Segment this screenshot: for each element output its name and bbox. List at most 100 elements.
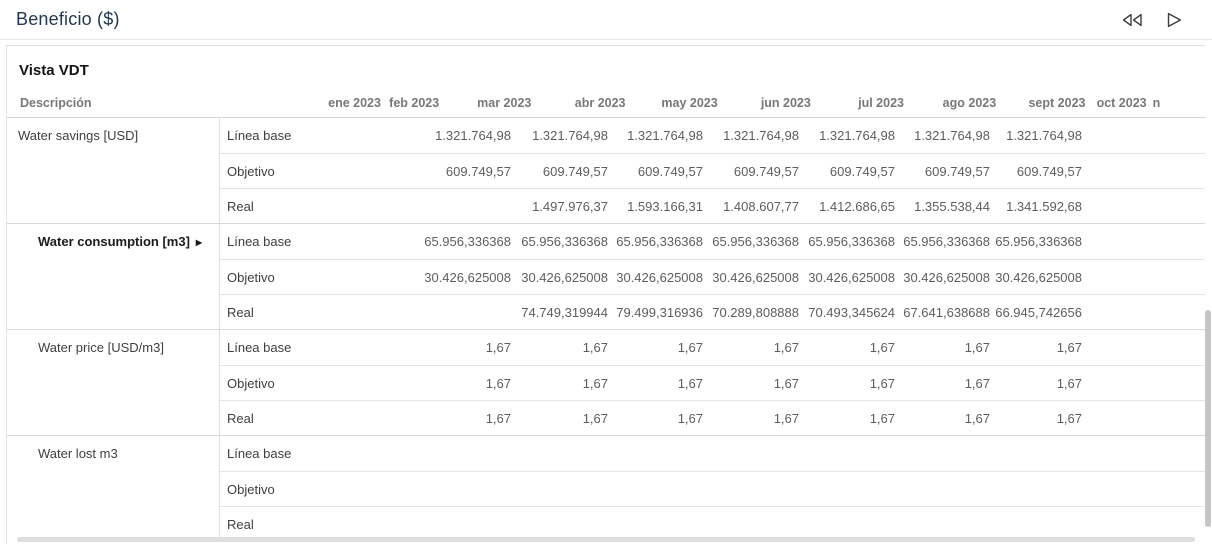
- value-cell: 1.341.592,68: [1006, 198, 1082, 214]
- fast-rewind-icon: [1121, 10, 1144, 30]
- value-cell: 30.426,625008: [521, 269, 608, 285]
- value-cell: 1.321.764,98: [914, 128, 990, 143]
- vertical-scrollbar-thumb[interactable]: [1205, 310, 1211, 527]
- table-subrow: Real 1.497.976,37 1.593.166,31 1.408.607,77…: [220, 188, 1205, 223]
- value-cell: 1,67: [677, 410, 703, 426]
- value-cell: 1.355.538,44: [914, 198, 990, 214]
- row-description-label: Water consumption [m3]: [38, 234, 190, 249]
- value-cell: 65.956,336368: [712, 234, 799, 249]
- value-cell: 65.956,336368: [521, 234, 608, 249]
- value-cell: 1,67: [964, 410, 990, 426]
- table-body: Water savings [USD] Línea base 1.321.764,9…: [7, 118, 1205, 541]
- value-cell: 609.749,57: [445, 163, 511, 179]
- metric-label: Objetivo: [227, 375, 275, 391]
- table-subrow: Línea base 65.956,336368 65.956,336368 65.9…: [220, 224, 1205, 259]
- value-cell: 65.956,336368: [424, 234, 511, 249]
- row-description[interactable]: Water consumption [m3] ▶: [7, 224, 219, 329]
- table-subrow: Objetivo 30.426,625008 30.426,625008 30.426…: [220, 259, 1205, 294]
- value-cell: 609.749,57: [637, 163, 703, 179]
- value-cell: 1,67: [964, 375, 990, 391]
- value-cell: 1,67: [869, 340, 895, 355]
- row-description-label: Water lost m3: [38, 446, 118, 461]
- value-cell: 1,67: [582, 340, 608, 355]
- horizontal-scrollbar[interactable]: [17, 537, 1195, 542]
- play-icon: [1164, 10, 1184, 30]
- value-cell: 1,67: [485, 375, 511, 391]
- metric-label: Objetivo: [227, 269, 275, 285]
- column-header: jul 2023: [858, 96, 904, 110]
- group-rows: Línea base 1.321.764,98 1.321.764,98 1.321.…: [219, 118, 1205, 223]
- table-subrow: Real: [220, 506, 1205, 541]
- column-header: abr 2023: [574, 96, 626, 110]
- metric-label: Línea base: [227, 340, 292, 355]
- fast-rewind-button[interactable]: [1119, 8, 1146, 32]
- column-header: mar 2023: [477, 96, 532, 110]
- table-subrow: Línea base: [220, 436, 1205, 471]
- table-subrow: Real 74.749,319944 79.499,316936 70.289,808…: [220, 294, 1205, 329]
- value-cell: 30.426,625008: [616, 269, 703, 285]
- metric-label: Objetivo: [227, 481, 275, 497]
- value-cell: 1.321.764,98: [723, 128, 799, 143]
- row-description: Water price [USD/m3]: [7, 330, 219, 435]
- value-cell: 1,67: [1056, 340, 1082, 355]
- metric-label: Línea base: [227, 234, 292, 249]
- value-cell: 65.956,336368: [995, 234, 1082, 249]
- value-cell: 30.426,625008: [712, 269, 799, 285]
- table-subrow: Real 1,67 1,67 1,67 1,67 1,67 1,67 1,67: [220, 400, 1205, 435]
- value-cell: 1,67: [869, 410, 895, 426]
- value-cell: 1.321.764,98: [627, 128, 703, 143]
- value-cell: 65.956,336368: [903, 234, 990, 249]
- value-cell: 30.426,625008: [424, 269, 511, 285]
- description-column-header: Descripción: [20, 96, 92, 110]
- value-cell: 1.408.607,77: [723, 198, 799, 214]
- column-header: n: [1152, 96, 1161, 110]
- table-subrow: Objetivo 1,67 1,67 1,67 1,67 1,67 1,67 1,67: [220, 365, 1205, 400]
- metric-label: Objetivo: [227, 163, 275, 179]
- table-group: Water consumption [m3] ▶ Línea base 65.956,…: [7, 224, 1205, 330]
- value-cell: 1.412.686,65: [819, 198, 895, 214]
- row-description-label: Water savings [USD]: [18, 128, 139, 143]
- column-header: jun 2023: [760, 96, 811, 110]
- metric-label: Real: [227, 516, 254, 532]
- value-cell: 609.749,57: [733, 163, 799, 179]
- value-cell: 1,67: [485, 340, 511, 355]
- table-header-row: Descripción ene 2023 feb 2023 mar 2023 abr …: [7, 89, 1205, 118]
- value-cell: 70.289,808888: [712, 304, 799, 320]
- column-header: sept 2023: [1028, 96, 1086, 110]
- value-cell: 30.426,625008: [995, 269, 1082, 285]
- expand-icon: ▶: [195, 238, 203, 247]
- table-subrow: Línea base 1,67 1,67 1,67 1,67 1,67 1,67 1,67: [220, 330, 1205, 365]
- metric-label: Real: [227, 304, 254, 320]
- value-cell: 1,67: [773, 410, 799, 426]
- group-rows: Línea base Objetivo Real: [219, 436, 1205, 541]
- value-cell: 609.749,57: [924, 163, 990, 179]
- value-cell: 1,67: [582, 410, 608, 426]
- card-title: Vista VDT: [19, 62, 89, 79]
- vdt-card: Vista VDT Descripción ene 2023 feb 2023 ma…: [6, 45, 1205, 544]
- table-group: Water lost m3 Línea base Objetivo Real: [7, 436, 1205, 541]
- value-cell: 1.321.764,98: [819, 128, 895, 143]
- value-cell: 1,67: [677, 340, 703, 355]
- value-cell: 609.749,57: [542, 163, 608, 179]
- value-cell: 1,67: [1056, 375, 1082, 391]
- column-header: ago 2023: [942, 96, 997, 110]
- value-cell: 1.593.166,31: [627, 198, 703, 214]
- row-description: Water savings [USD]: [7, 118, 219, 223]
- value-cell: 30.426,625008: [903, 269, 990, 285]
- play-button[interactable]: [1162, 8, 1186, 32]
- value-cell: 1,67: [964, 340, 990, 355]
- table-subrow: Objetivo 609.749,57 609.749,57 609.749,57 60…: [220, 153, 1205, 188]
- top-bar: Beneficio ($): [0, 0, 1212, 40]
- value-cell: 70.493,345624: [808, 304, 895, 320]
- table-subrow: Línea base 1.321.764,98 1.321.764,98 1.321.…: [220, 118, 1205, 153]
- value-cell: 1,67: [582, 375, 608, 391]
- value-cell: 1,67: [773, 340, 799, 355]
- value-cell: 609.749,57: [1016, 163, 1082, 179]
- value-cell: 1.321.764,98: [435, 128, 511, 143]
- table-group: Water price [USD/m3] Línea base 1,67 1,67 1,…: [7, 330, 1205, 436]
- column-header: feb 2023: [389, 96, 440, 110]
- metric-label: Línea base: [227, 446, 292, 461]
- value-cell: 79.499,316936: [616, 304, 703, 320]
- group-rows: Línea base 1,67 1,67 1,67 1,67 1,67 1,67 1,67 Ob…: [219, 330, 1205, 435]
- value-cell: 1,67: [1056, 410, 1082, 426]
